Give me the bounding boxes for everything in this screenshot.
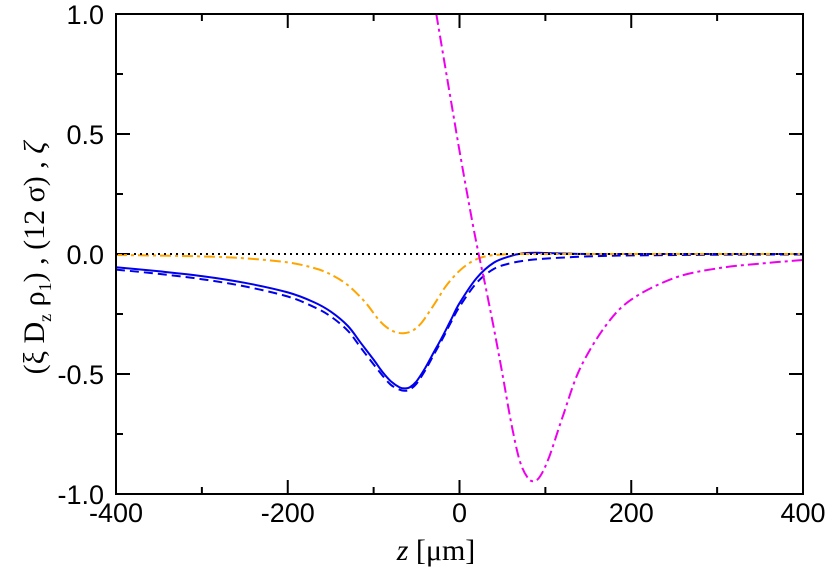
tick-labels: -400 -200 0 200 400 -1.0 -0.5 0.0 0.5 1.0 (57, 0, 825, 528)
y-tick-label: -0.5 (57, 360, 104, 390)
y-title-s1: z (35, 314, 55, 322)
y-title-zeta: ζ (18, 140, 51, 154)
plot-frame (115, 13, 804, 495)
x-tick-label: -200 (261, 498, 315, 528)
x-tick-label: 200 (609, 498, 654, 528)
series-layer (116, 14, 803, 483)
series-blue-dashed (116, 253, 803, 392)
y-tick-label: 0.5 (66, 120, 104, 150)
x-axis-title: z [μm] (396, 534, 476, 567)
y-tick-label: 1.0 (66, 0, 104, 30)
y-tick-label: -1.0 (57, 480, 104, 510)
x-tick-label: 0 (452, 498, 467, 528)
x-axis-unit: [μm] (408, 534, 475, 567)
x-axis-var: z (396, 534, 409, 567)
y-title-s2: 1 (35, 282, 55, 291)
series-magenta-dashdot (435, 14, 803, 483)
y-axis-title: (ξ Dz ρ1) , (12 σ) , ζ (18, 140, 55, 375)
y-title-p2: ρ (18, 291, 51, 313)
x-tick-label: 400 (780, 498, 825, 528)
series-blue-solid (116, 251, 803, 390)
y-title-p3: ) , (12 σ) , (18, 154, 51, 283)
x-tick-label: -400 (89, 498, 143, 528)
series-orange-dashdot (116, 252, 803, 335)
y-tick-label: 0.0 (66, 240, 104, 270)
y-title-p1: (ξ D (18, 322, 51, 375)
